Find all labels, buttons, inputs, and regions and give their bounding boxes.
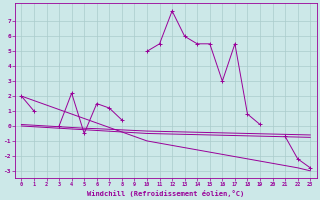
X-axis label: Windchill (Refroidissement éolien,°C): Windchill (Refroidissement éolien,°C) (87, 190, 244, 197)
